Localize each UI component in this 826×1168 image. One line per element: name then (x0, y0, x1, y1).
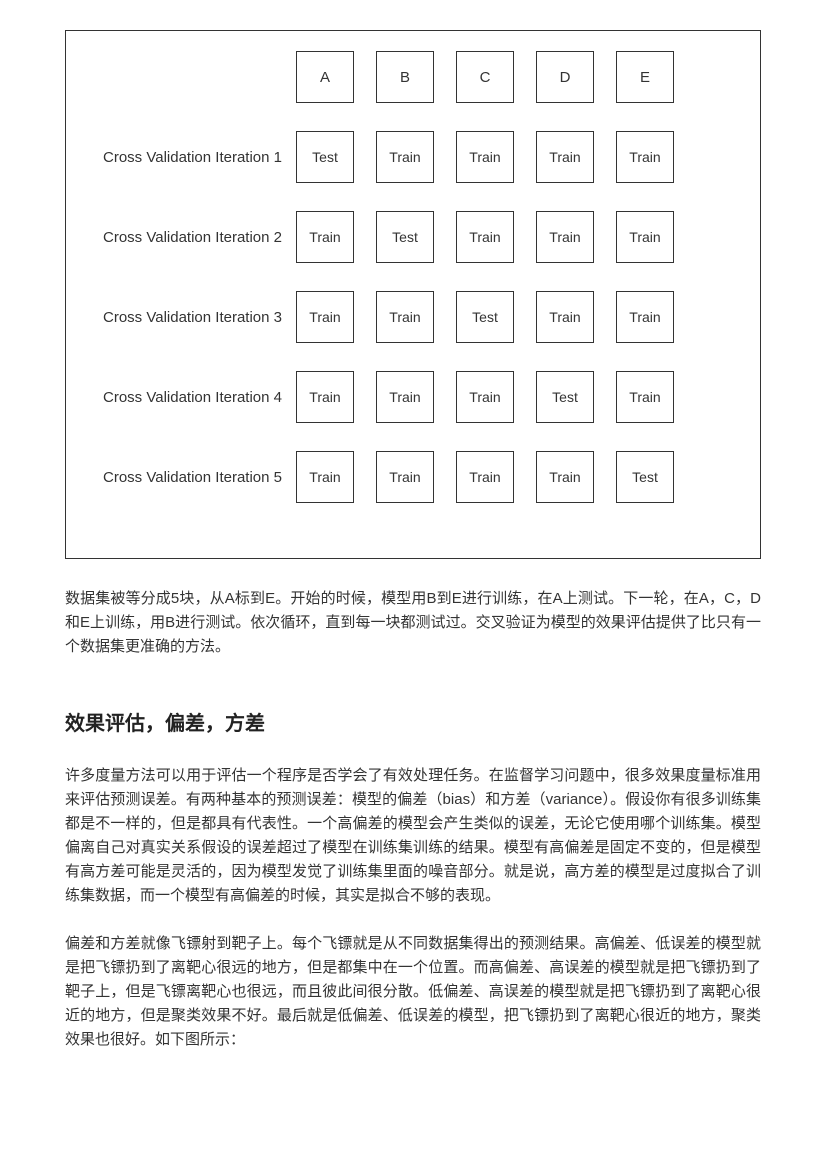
data-cell: Test (536, 371, 594, 423)
data-cell: Train (296, 451, 354, 503)
data-cell: Train (456, 211, 514, 263)
diagram-header-row: A B C D E (81, 51, 745, 103)
row-label: Cross Validation Iteration 2 (81, 229, 296, 246)
header-cell: C (456, 51, 514, 103)
data-cell: Train (536, 451, 594, 503)
data-cell: Train (376, 131, 434, 183)
data-cell: Test (616, 451, 674, 503)
diagram-data-row: Cross Validation Iteration 4 Train Train… (81, 371, 745, 423)
header-cell: D (536, 51, 594, 103)
diagram-data-row: Cross Validation Iteration 5 Train Train… (81, 451, 745, 503)
cross-validation-diagram: A B C D E Cross Validation Iteration 1 T… (65, 30, 761, 559)
data-cells: Test Train Train Train Train (296, 131, 674, 183)
header-cell: B (376, 51, 434, 103)
section-heading-bias-variance: 效果评估，偏差，方差 (65, 707, 761, 736)
data-cell: Train (616, 371, 674, 423)
data-cell: Train (456, 131, 514, 183)
data-cell: Train (536, 131, 594, 183)
row-label: Cross Validation Iteration 4 (81, 389, 296, 406)
data-cell: Train (536, 211, 594, 263)
data-cell: Train (376, 291, 434, 343)
data-cells: Train Test Train Train Train (296, 211, 674, 263)
data-cell: Train (456, 371, 514, 423)
data-cell: Train (376, 451, 434, 503)
row-label: Cross Validation Iteration 5 (81, 469, 296, 486)
diagram-data-row: Cross Validation Iteration 2 Train Test … (81, 211, 745, 263)
diagram-data-row: Cross Validation Iteration 3 Train Train… (81, 291, 745, 343)
data-cell: Train (456, 451, 514, 503)
data-cell: Train (296, 371, 354, 423)
data-cell: Test (456, 291, 514, 343)
row-label: Cross Validation Iteration 1 (81, 149, 296, 166)
page-content: A B C D E Cross Validation Iteration 1 T… (0, 0, 826, 1116)
data-cell: Train (616, 211, 674, 263)
data-cell: Train (536, 291, 594, 343)
diagram-data-row: Cross Validation Iteration 1 Test Train … (81, 131, 745, 183)
header-cell: E (616, 51, 674, 103)
data-cell: Train (376, 371, 434, 423)
data-cells: Train Train Test Train Train (296, 291, 674, 343)
data-cells: Train Train Train Train Test (296, 451, 674, 503)
row-label: Cross Validation Iteration 3 (81, 309, 296, 326)
data-cell: Train (296, 291, 354, 343)
data-cells: Train Train Train Test Train (296, 371, 674, 423)
paragraph-cv-description: 数据集被等分成5块，从A标到E。开始的时候，模型用B到E进行训练，在A上测试。下… (65, 587, 761, 659)
data-cell: Train (616, 131, 674, 183)
data-cell: Test (376, 211, 434, 263)
data-cell: Test (296, 131, 354, 183)
header-cell: A (296, 51, 354, 103)
header-cells: A B C D E (296, 51, 674, 103)
data-cell: Train (616, 291, 674, 343)
paragraph-bias-variance-1: 许多度量方法可以用于评估一个程序是否学会了有效处理任务。在监督学习问题中，很多效… (65, 764, 761, 908)
paragraph-bias-variance-2: 偏差和方差就像飞镖射到靶子上。每个飞镖就是从不同数据集得出的预测结果。高偏差、低… (65, 932, 761, 1052)
data-cell: Train (296, 211, 354, 263)
